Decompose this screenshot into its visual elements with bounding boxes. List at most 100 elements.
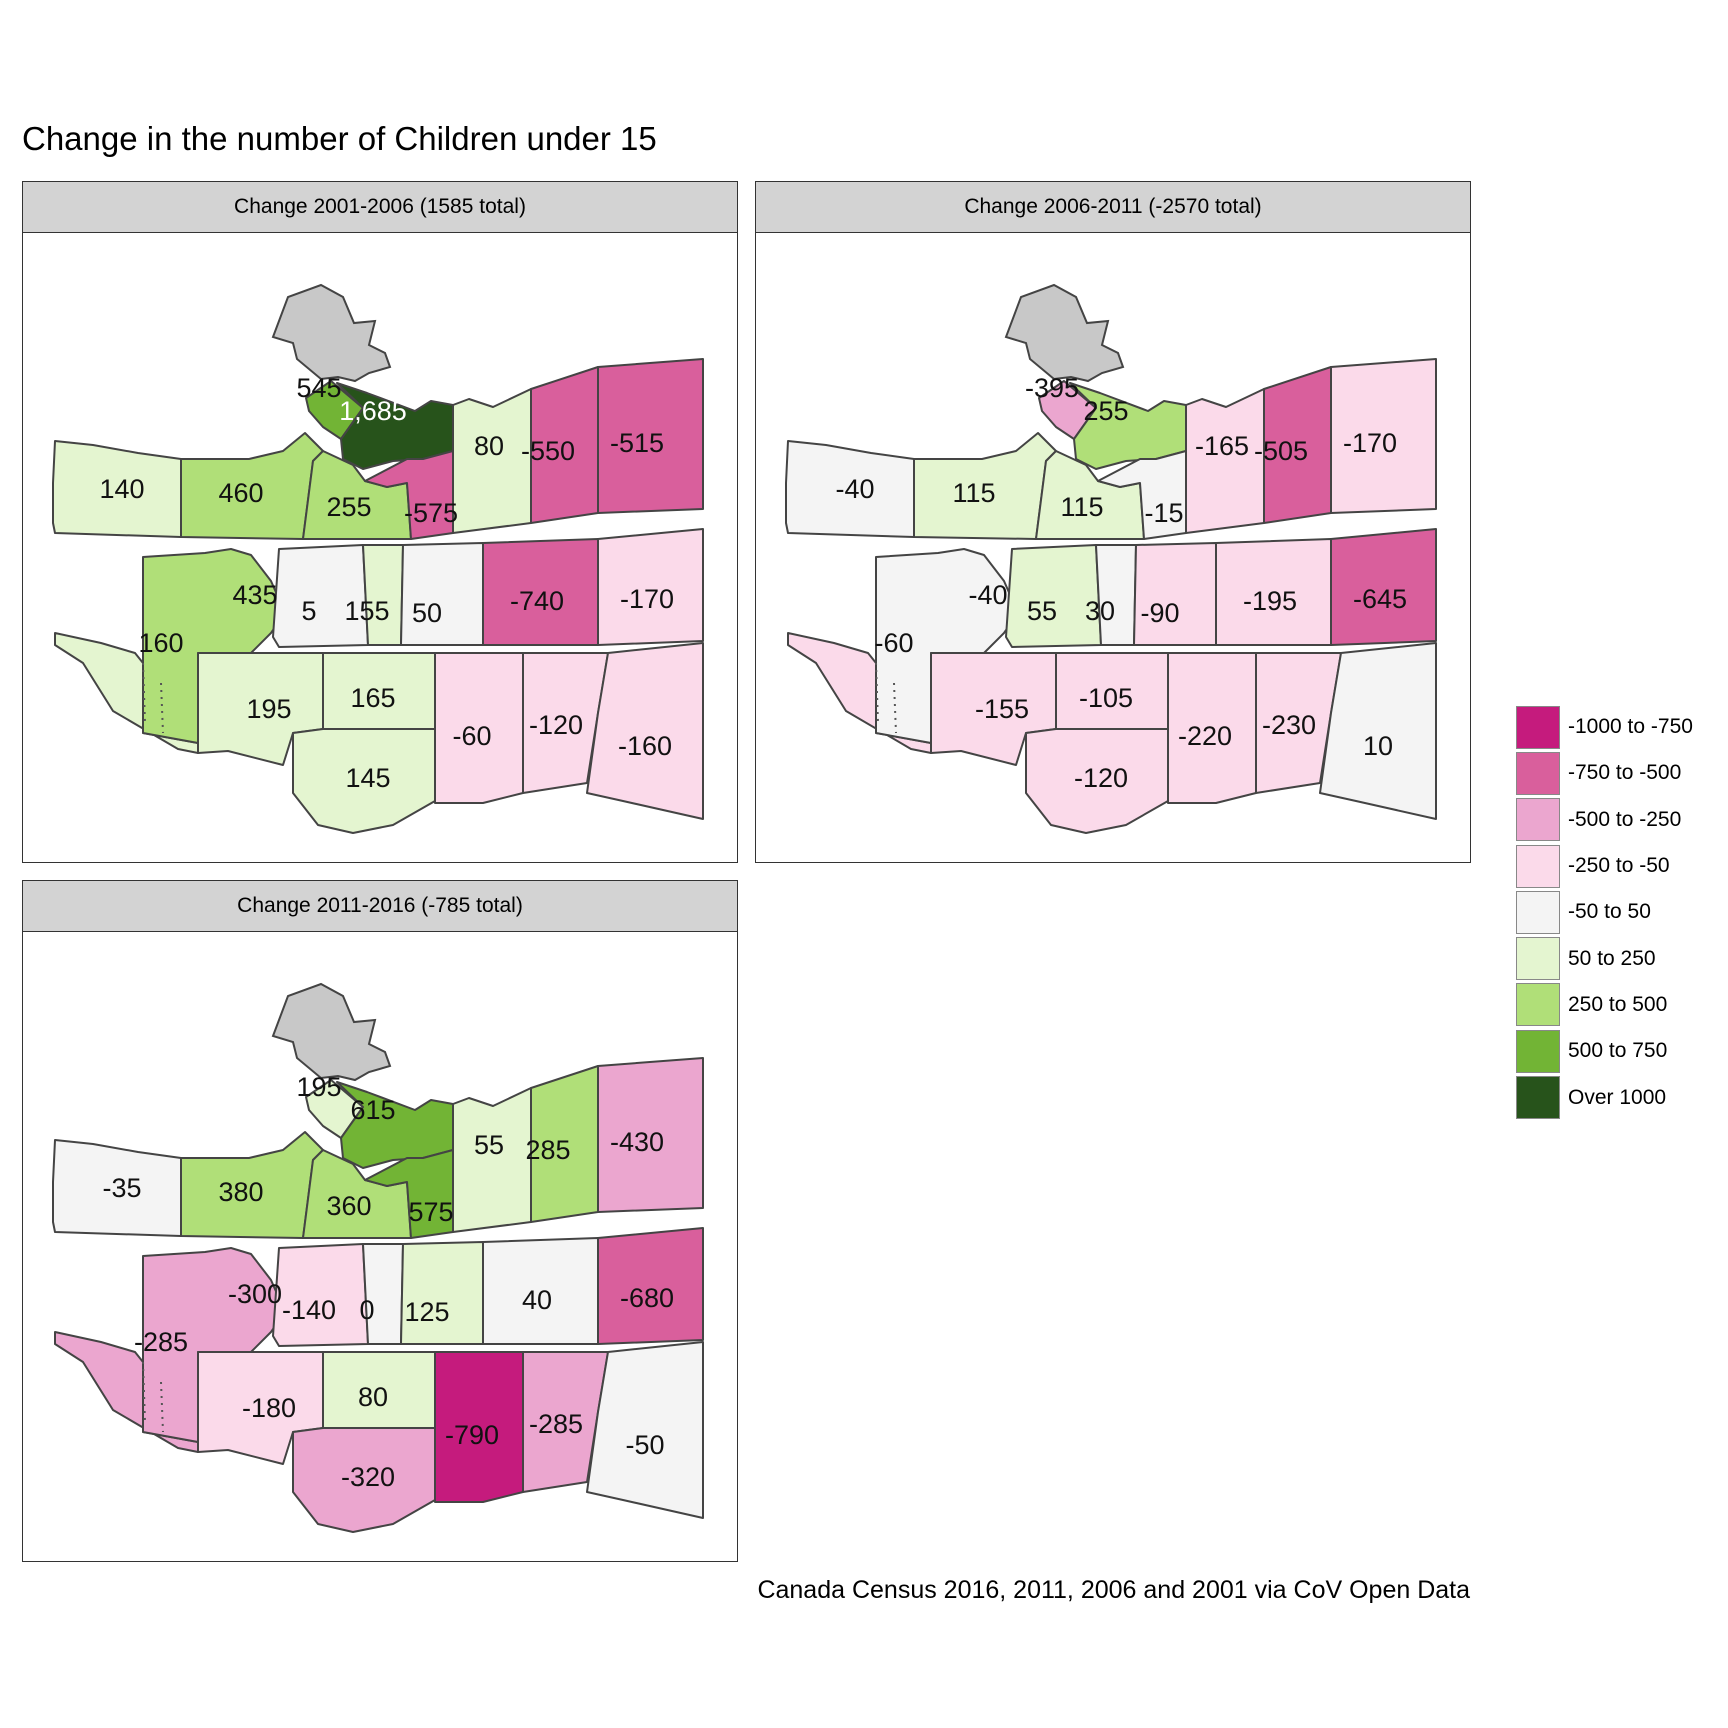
- legend-label: 250 to 500: [1568, 992, 1668, 1016]
- map-plot-2: -395 255 -165 -505 -170 -40 115 115 -15 -60 -40 55 3…: [755, 233, 1471, 863]
- region-value-label: 115: [1060, 492, 1103, 522]
- region-value-label: -120: [1074, 763, 1128, 793]
- neighbourhood-region: [586, 642, 704, 820]
- neighbourhood-region: [597, 1227, 704, 1345]
- region-value-label: -35: [102, 1173, 141, 1203]
- legend-label: -250 to -50: [1568, 854, 1670, 878]
- neighbourhood-region: [434, 652, 524, 804]
- neighbourhood-region: [597, 358, 704, 514]
- region-value-label: 0: [359, 1295, 374, 1325]
- boundary-line: [142, 1361, 164, 1433]
- region-value-label: 255: [1083, 396, 1128, 426]
- legend-item: 50 to 250: [1516, 935, 1693, 981]
- neighbourhood-region: [586, 1341, 704, 1519]
- legend-item: -500 to -250: [1516, 797, 1693, 843]
- region-value-label: -230: [1262, 710, 1316, 740]
- neighbourhood-region: [875, 548, 1019, 744]
- region-value-label: -195: [1243, 586, 1297, 616]
- region-value-label: -515: [610, 428, 664, 458]
- facet-strip-1: Change 2001-2006 (1585 total): [22, 181, 738, 233]
- legend-key: [1516, 798, 1560, 842]
- neighbourhood-region: [364, 450, 454, 540]
- region-value-label: -220: [1178, 721, 1232, 751]
- region-value-label: 195: [246, 694, 291, 724]
- region-value-label: -740: [510, 586, 564, 616]
- region-value-label: 55: [1027, 596, 1057, 626]
- park-region: [1004, 283, 1125, 383]
- region-value-label: -680: [620, 1283, 674, 1313]
- facet-panel-2: Change 2006-2011 (-2570 total) -395 255 -1…: [755, 181, 1471, 863]
- region-value-label: -320: [341, 1462, 395, 1492]
- legend-label: 500 to 750: [1568, 1039, 1668, 1063]
- region-value-label: -550: [521, 436, 575, 466]
- region-value-label: -60: [874, 628, 913, 658]
- neighbourhood-region: [1097, 450, 1187, 540]
- region-value-label: -60: [452, 721, 491, 751]
- neighbourhood-region: [597, 528, 704, 646]
- region-value-label: 5: [301, 596, 316, 626]
- neighbourhood-region: [1330, 528, 1437, 646]
- region-value-label: 125: [404, 1297, 449, 1327]
- map-plot-3: 195 615 55 285 -430 -35 380 360 575 -285 -300 -140 0…: [22, 932, 738, 1562]
- region-value-label: 360: [326, 1191, 371, 1221]
- region-value-label: -105: [1079, 683, 1133, 713]
- region-value-label: 50: [412, 598, 442, 628]
- region-value-label: 545: [296, 373, 341, 403]
- legend-label: -750 to -500: [1568, 761, 1682, 785]
- neighbourhood-region: [272, 1243, 369, 1347]
- legend-key: [1516, 937, 1560, 981]
- region-value-label: -40: [968, 580, 1007, 610]
- caption: Canada Census 2016, 2011, 2006 and 2001 …: [757, 1576, 1470, 1604]
- region-value-label: 80: [474, 431, 504, 461]
- neighbourhood-region: [364, 1149, 454, 1239]
- map-svg-3: 195 615 55 285 -430 -35 380 360 575 -285 -300-140 0…: [52, 982, 704, 1533]
- region-value-label: -430: [610, 1127, 664, 1157]
- legend-key: [1516, 751, 1560, 795]
- park-region: [271, 982, 392, 1082]
- region-value-label: -285: [529, 1409, 583, 1439]
- region-value-label: -155: [975, 694, 1029, 724]
- region-value-label: 115: [952, 478, 995, 508]
- region-value-label: -160: [618, 731, 672, 761]
- legend-item: -250 to -50: [1516, 843, 1693, 889]
- legend-label: Over 1000: [1568, 1085, 1667, 1109]
- neighbourhood-region: [400, 1241, 484, 1345]
- region-value-label: -645: [1353, 584, 1407, 614]
- legend-item: 500 to 750: [1516, 1028, 1693, 1074]
- region-value-label: -140: [282, 1295, 336, 1325]
- legend-key: [1516, 1029, 1560, 1073]
- region-value-label: 30: [1085, 596, 1115, 626]
- region-value-label: -790: [445, 1420, 499, 1450]
- region-value-label: 255: [326, 492, 371, 522]
- neighbourhood-region: [597, 1057, 704, 1213]
- region-value-label: -40: [835, 474, 874, 504]
- legend: -1000 to -750 -750 to -500 -500 to -250 …: [1516, 704, 1693, 1121]
- neighbourhood-region: [1319, 642, 1437, 820]
- region-value-label: 40: [522, 1285, 552, 1315]
- region-value-label: 615: [350, 1095, 395, 1125]
- region-value-label: -90: [1140, 598, 1179, 628]
- legend-key: [1516, 844, 1560, 888]
- legend-label: -500 to -250: [1568, 807, 1682, 831]
- legend-item: -1000 to -750: [1516, 704, 1693, 750]
- region-value-label: -50: [625, 1430, 664, 1460]
- legend-item: -750 to -500: [1516, 750, 1693, 796]
- region-value-label: -300: [228, 1279, 282, 1309]
- facet-panel-3: Change 2011-2016 (-785 total) 195 615 55 28…: [22, 880, 738, 1562]
- legend-item: 250 to 500: [1516, 982, 1693, 1028]
- neighbourhood-region: [400, 542, 484, 646]
- region-value-label: -170: [1343, 428, 1397, 458]
- region-value-label: -170: [620, 584, 674, 614]
- region-value-label: -395: [1025, 373, 1079, 403]
- neighbourhood-region: [434, 1351, 524, 1503]
- neighbourhood-region: [1133, 542, 1217, 646]
- neighbourhood-region: [1095, 544, 1137, 646]
- region-value-label: -575: [404, 498, 458, 528]
- boundary-line: [142, 662, 164, 734]
- neighbourhood-region: [1167, 652, 1257, 804]
- region-value-label: 165: [350, 683, 395, 713]
- facet-strip-3: Change 2011-2016 (-785 total): [22, 880, 738, 932]
- region-value-label: -165: [1195, 431, 1249, 461]
- facet-panel-1: Change 2001-2006 (1585 total) 545 1,685 80…: [22, 181, 738, 863]
